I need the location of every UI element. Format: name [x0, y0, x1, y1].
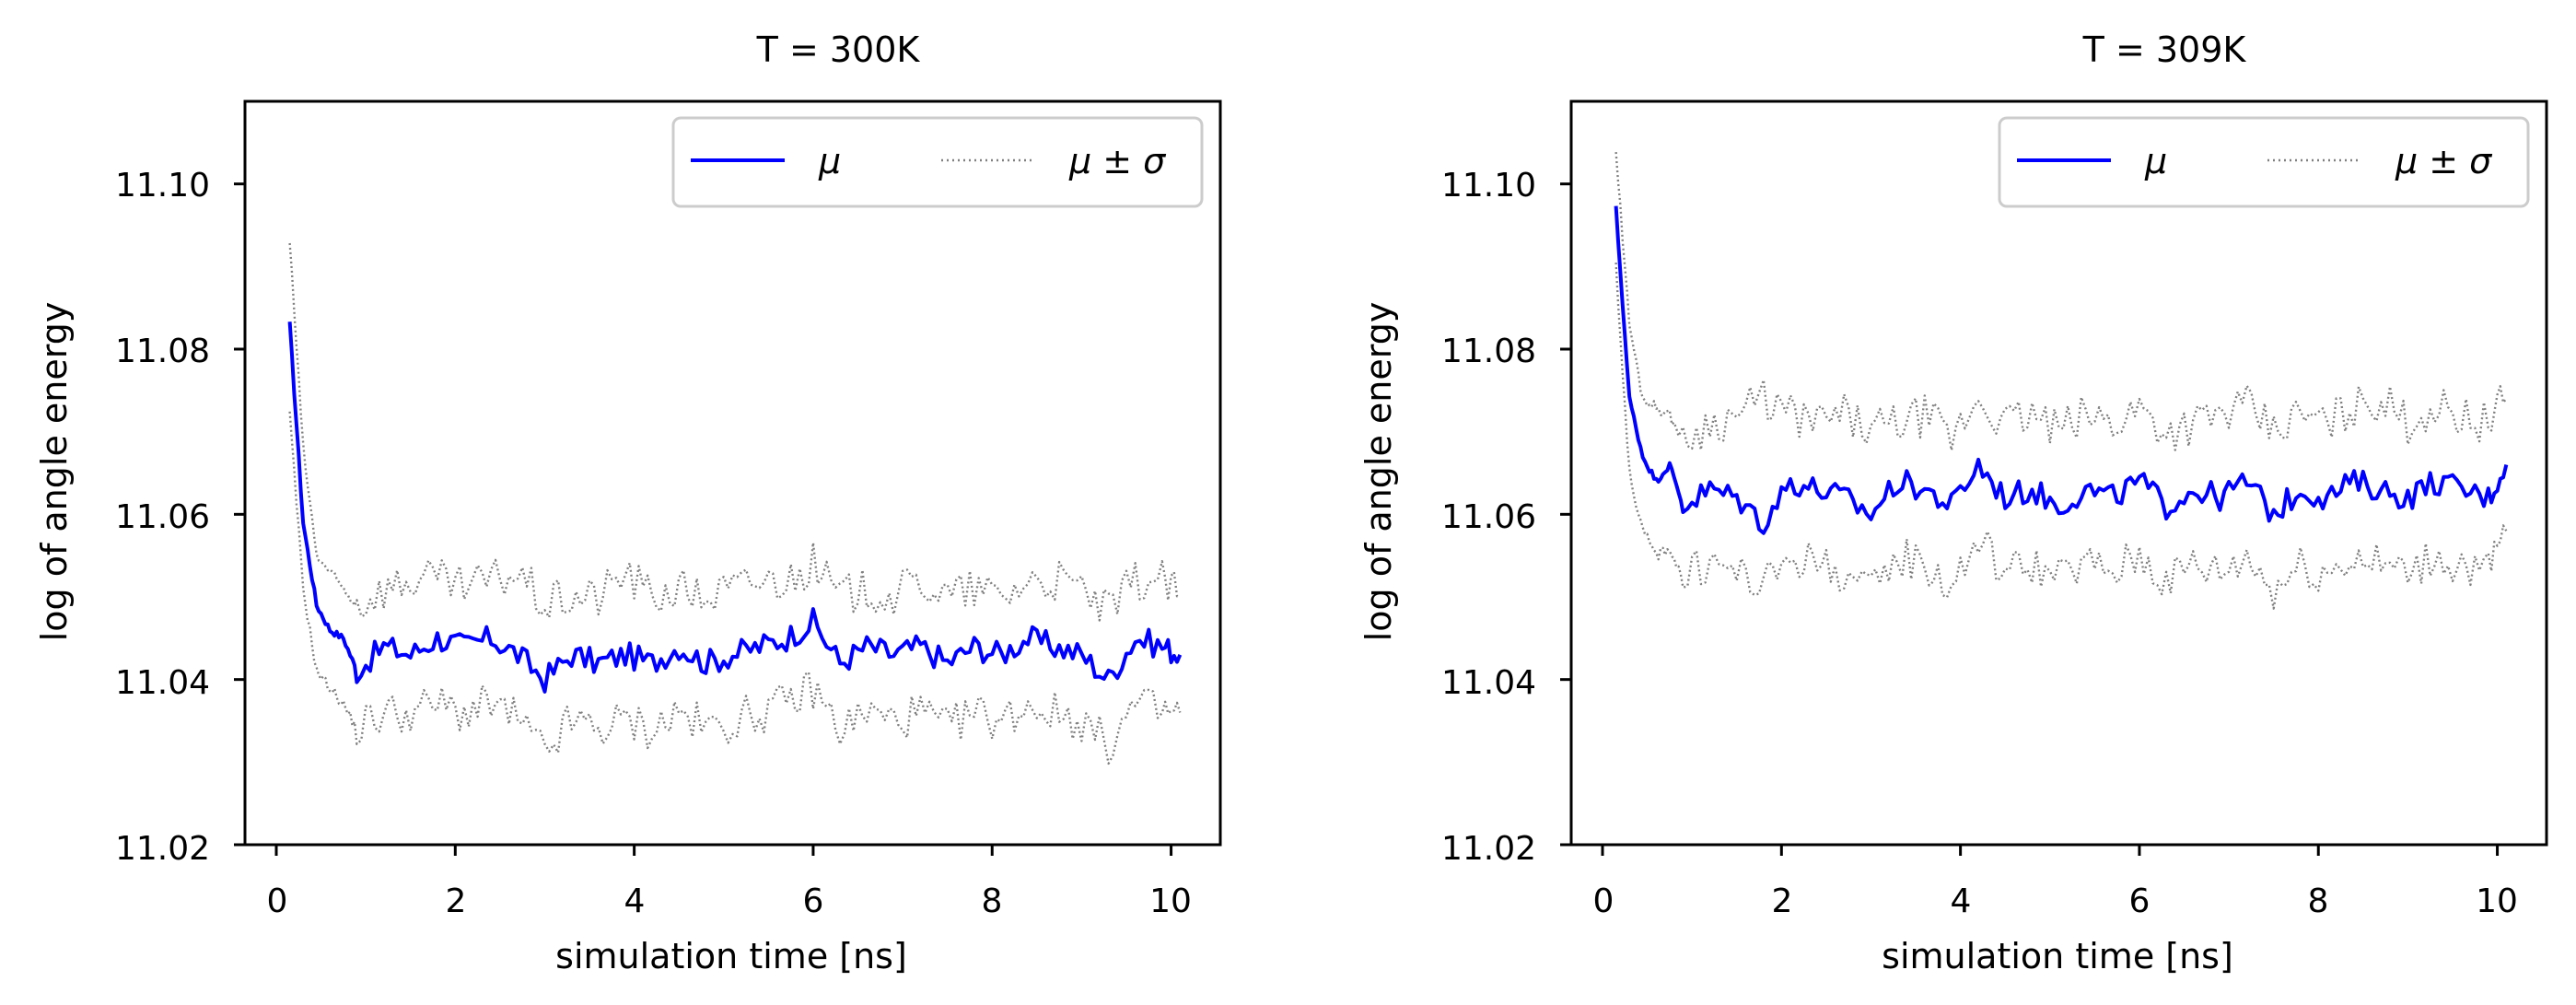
y-tick-label: 11.06	[1441, 498, 1536, 536]
legend-box	[1998, 116, 2530, 208]
y-tick-label: 11.02	[1441, 830, 1536, 868]
legend: μ μ ± σ	[671, 116, 1204, 208]
chart-panel-300k: T = 300K log of angle energy simulation …	[34, 29, 1222, 976]
x-tick-label: 0	[267, 882, 288, 920]
chart-title: T = 300K	[756, 29, 921, 70]
y-tick-labels: 11.02 11.04 11.06 11.08 11.10	[115, 167, 210, 868]
x-tick-label: 10	[2476, 882, 2518, 920]
x-tick-label: 6	[803, 882, 824, 920]
x-tick-label: 0	[1593, 882, 1614, 920]
x-tick-label: 8	[982, 882, 1003, 920]
series-line-mean-minus-sigma	[1614, 263, 2508, 610]
plot-area-clip	[287, 242, 1183, 765]
x-tick-label: 4	[624, 882, 646, 920]
series-line-mean	[287, 321, 1183, 694]
plot-area	[1614, 152, 2509, 610]
legend-mean-label: μ	[2144, 141, 2167, 181]
y-tick-label: 11.06	[115, 498, 210, 536]
chart-title: T = 309K	[2082, 29, 2247, 70]
legend-band-label: μ ± σ	[2395, 141, 2493, 181]
tick-marks	[1560, 182, 2500, 856]
legend-box	[671, 116, 1204, 208]
x-axis-label: simulation time [ns]	[1882, 936, 2233, 976]
y-tick-labels: 11.02 11.04 11.06 11.08 11.10	[1441, 167, 1536, 868]
x-tick-label: 8	[2308, 882, 2329, 920]
y-tick-label: 11.08	[1441, 333, 1536, 370]
y-tick-label: 11.10	[1441, 167, 1536, 205]
y-tick-label: 11.04	[1441, 664, 1536, 702]
x-tick-labels: 0 2 4 6 8 10	[267, 882, 1192, 920]
legend-band-label: μ ± σ	[1068, 141, 1167, 181]
axes-frame	[243, 99, 1222, 847]
x-tick-labels: 0 2 4 6 8 10	[1593, 882, 2518, 920]
y-tick-label: 11.10	[115, 167, 210, 205]
legend: μ μ ± σ	[1998, 116, 2530, 208]
x-tick-label: 6	[2129, 882, 2151, 920]
x-tick-label: 2	[1772, 882, 1793, 920]
legend-mean-label: μ	[818, 141, 841, 181]
tick-marks	[234, 182, 1173, 856]
chart-panel-309k: T = 309K log of angle energy simulation …	[1358, 29, 2548, 976]
x-tick-label: 2	[446, 882, 467, 920]
y-tick-label: 11.02	[115, 830, 210, 868]
y-axis-label: log of angle energy	[1358, 302, 1399, 642]
plot-area	[287, 242, 1183, 765]
x-tick-label: 10	[1149, 882, 1192, 920]
y-tick-label: 11.04	[115, 664, 210, 702]
x-axis-label: simulation time [ns]	[555, 936, 907, 976]
axes-frame	[1569, 99, 2548, 847]
plot-area-clip	[1614, 152, 2509, 610]
y-tick-label: 11.08	[115, 333, 210, 370]
series-line-mean-minus-sigma	[288, 411, 1182, 765]
series-line-mean	[1614, 205, 2509, 535]
y-axis-label: log of angle energy	[34, 302, 75, 642]
x-tick-label: 4	[1951, 882, 1972, 920]
